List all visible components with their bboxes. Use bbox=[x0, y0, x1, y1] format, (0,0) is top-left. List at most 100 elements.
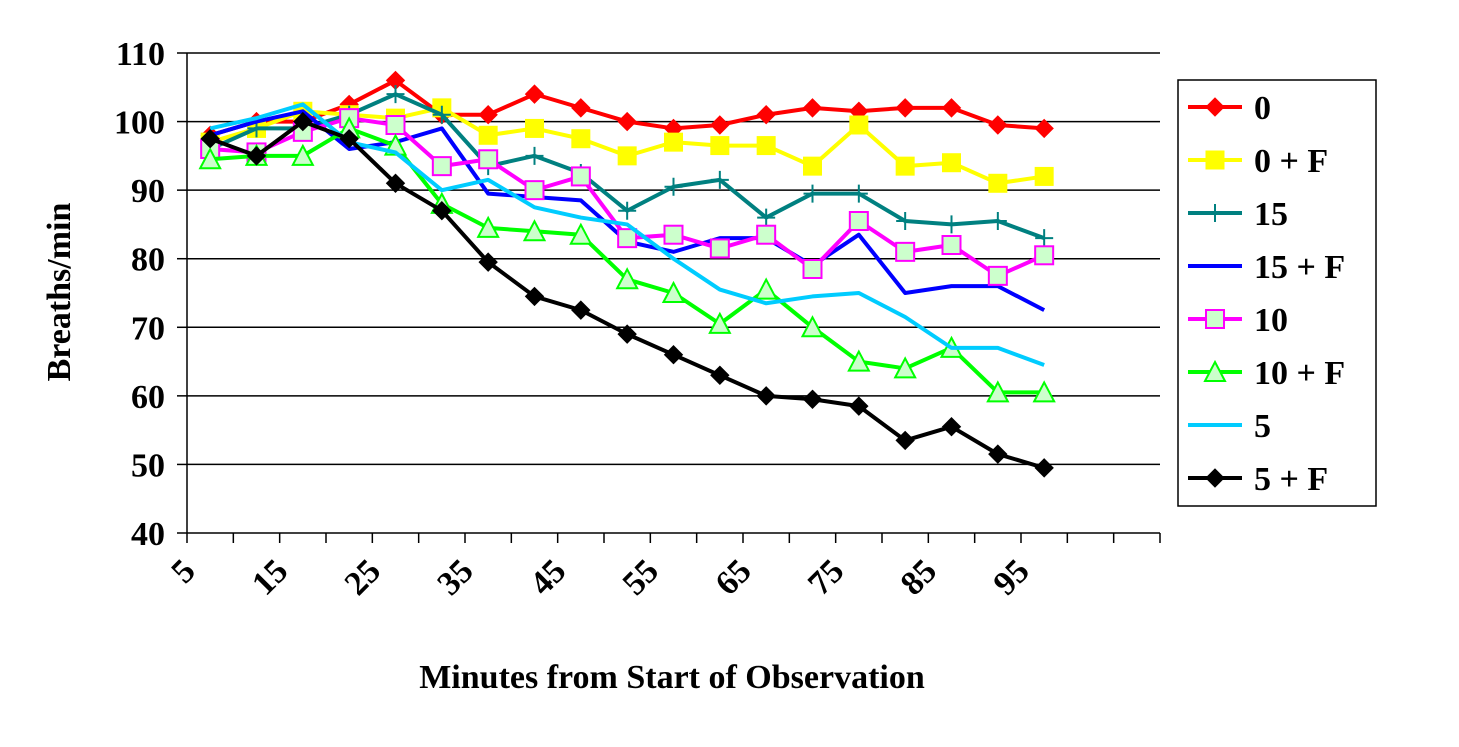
data-point bbox=[663, 224, 684, 245]
data-point bbox=[478, 252, 498, 272]
data-point bbox=[848, 211, 869, 231]
data-point bbox=[710, 170, 729, 189]
y-tick-label: 40 bbox=[131, 516, 165, 553]
legend-item: 15 + F bbox=[1188, 249, 1345, 286]
data-point bbox=[942, 153, 961, 173]
x-tick-label: 45 bbox=[523, 552, 573, 602]
data-point bbox=[569, 222, 593, 245]
data-point bbox=[664, 132, 683, 152]
data-point bbox=[618, 201, 637, 220]
y-tick-label: 100 bbox=[114, 105, 165, 142]
data-point bbox=[198, 147, 222, 170]
y-tick-label: 70 bbox=[131, 310, 165, 347]
data-point bbox=[756, 105, 776, 125]
x-tick-label: 25 bbox=[338, 552, 388, 602]
legend-label: 0 + F bbox=[1254, 143, 1328, 180]
data-point bbox=[246, 146, 267, 166]
data-point bbox=[478, 149, 499, 170]
series-line bbox=[210, 116, 1045, 278]
legend-label: 5 + F bbox=[1254, 461, 1328, 498]
x-tick-label: 55 bbox=[616, 552, 666, 602]
data-point bbox=[386, 85, 405, 104]
x-tick-label: 85 bbox=[894, 552, 944, 602]
data-point bbox=[476, 215, 500, 238]
data-point bbox=[432, 201, 452, 221]
legend-item: 5 + F bbox=[1188, 461, 1328, 498]
data-point bbox=[709, 238, 730, 259]
series-line bbox=[209, 119, 1045, 470]
legend-label: 15 + F bbox=[1254, 249, 1345, 286]
axes bbox=[177, 52, 1161, 543]
x-tick-label: 35 bbox=[430, 552, 480, 602]
legend-marker bbox=[1205, 468, 1225, 488]
data-point bbox=[803, 184, 822, 203]
data-point bbox=[754, 277, 778, 300]
legend-label: 0 bbox=[1254, 90, 1271, 127]
data-point bbox=[756, 386, 776, 406]
data-point bbox=[802, 98, 823, 118]
data-point bbox=[1035, 229, 1054, 248]
data-point bbox=[525, 118, 544, 138]
data-point bbox=[756, 224, 777, 245]
data-point bbox=[800, 315, 825, 338]
data-point bbox=[941, 98, 962, 118]
data-point bbox=[524, 286, 545, 307]
y-axis-title: Breaths/min bbox=[41, 202, 78, 381]
data-point bbox=[893, 356, 917, 379]
series-line bbox=[210, 126, 1045, 395]
data-point bbox=[617, 324, 637, 344]
data-point bbox=[615, 267, 639, 290]
data-point bbox=[291, 143, 315, 166]
data-point bbox=[1034, 166, 1054, 186]
data-point bbox=[895, 156, 915, 176]
legend-marker bbox=[1205, 309, 1225, 329]
data-point bbox=[986, 380, 1010, 403]
data-point bbox=[617, 146, 637, 166]
data-point bbox=[385, 115, 406, 135]
data-point bbox=[941, 417, 962, 437]
data-point bbox=[847, 349, 871, 372]
x-tick-label: 5 bbox=[164, 552, 202, 590]
data-point bbox=[756, 136, 776, 156]
legend-marker bbox=[1206, 204, 1224, 222]
data-point bbox=[849, 184, 868, 203]
series-7 bbox=[200, 111, 1054, 478]
x-axis-title: Minutes from Start of Observation bbox=[419, 659, 925, 696]
data-point bbox=[432, 105, 451, 124]
data-point bbox=[895, 241, 916, 262]
data-point bbox=[710, 365, 730, 385]
data-point bbox=[663, 345, 684, 365]
data-point bbox=[803, 156, 822, 176]
data-point bbox=[1034, 118, 1054, 139]
data-point bbox=[339, 129, 359, 149]
data-point bbox=[1032, 380, 1056, 403]
data-point bbox=[478, 125, 498, 145]
data-point bbox=[988, 173, 1008, 193]
data-point bbox=[941, 235, 962, 255]
legend: 0 0 + F 15 15 + F 10 10 + F 5 5 + F bbox=[1177, 79, 1377, 507]
data-point bbox=[802, 389, 823, 409]
data-point bbox=[1034, 245, 1055, 266]
legend-marker bbox=[1203, 359, 1227, 382]
legend-item: 0 bbox=[1188, 90, 1271, 127]
y-tick-label: 110 bbox=[116, 36, 165, 73]
data-point bbox=[293, 111, 313, 132]
y-tick-label: 60 bbox=[131, 379, 165, 416]
data-point bbox=[478, 105, 498, 125]
legend-item: 15 bbox=[1188, 196, 1288, 233]
legend-label: 5 bbox=[1254, 408, 1271, 445]
x-tick-label: 75 bbox=[801, 552, 851, 602]
data-point bbox=[895, 430, 915, 451]
data-point bbox=[664, 177, 683, 196]
data-point bbox=[431, 156, 452, 177]
legend-label: 10 + F bbox=[1254, 355, 1345, 392]
data-point bbox=[988, 444, 1008, 464]
data-point bbox=[525, 146, 544, 165]
data-point bbox=[708, 311, 732, 334]
data-point bbox=[617, 111, 637, 132]
data-point bbox=[524, 180, 545, 201]
data-point bbox=[524, 84, 545, 104]
data-point bbox=[522, 219, 547, 242]
x-tick-label: 95 bbox=[986, 552, 1036, 602]
data-point bbox=[710, 115, 730, 135]
